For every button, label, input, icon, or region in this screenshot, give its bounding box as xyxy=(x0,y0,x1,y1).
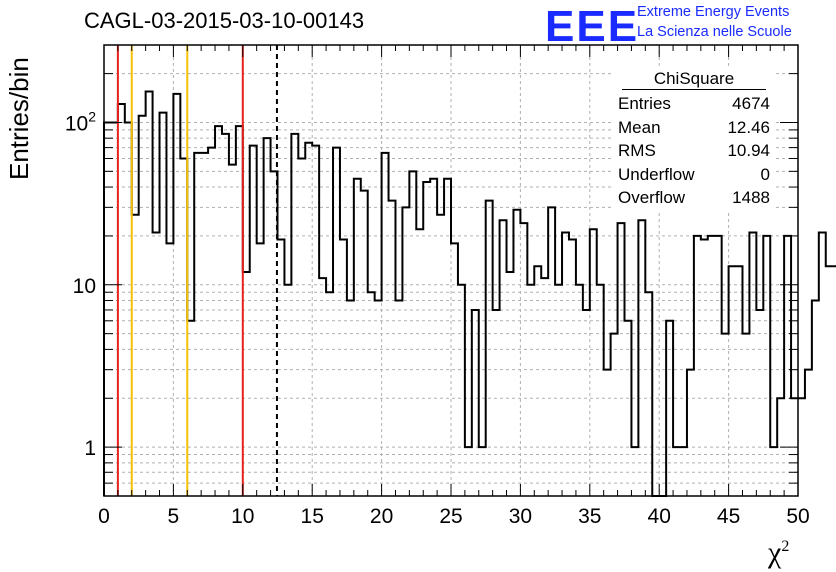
x-tick-label: 5 xyxy=(168,505,180,528)
stats-label: RMS xyxy=(618,141,656,160)
histogram-bars xyxy=(103,90,836,497)
y-axis-label: Entries/bin xyxy=(4,57,34,180)
stats-title: ChiSquare xyxy=(622,68,766,90)
x-tick-label: 25 xyxy=(439,505,462,528)
brand-line-1: Extreme Energy Events xyxy=(637,4,790,20)
eee-logo: EEE xyxy=(545,2,640,51)
stats-row-rms: RMS 10.94 xyxy=(612,139,776,163)
brand-line-2: La Scienza nelle Scuole xyxy=(637,24,792,40)
stats-label: Overflow xyxy=(618,188,686,207)
x-tick-label: 20 xyxy=(370,505,393,528)
stats-row-overflow: Overflow 1488 xyxy=(612,186,776,210)
stats-label: Entries xyxy=(618,94,671,113)
reference-lines xyxy=(116,45,278,496)
stats-box: ChiSquare Entries 4674 Mean 12.46 RMS 10.94… xyxy=(612,68,776,210)
x-tick-label: 10 xyxy=(231,505,254,528)
stats-value: 10.94 xyxy=(727,141,770,160)
axes: 0 5 10 15 20 25 30 35 40 45 50 1 10 102 xyxy=(65,44,810,528)
x-tick-label: 30 xyxy=(509,505,532,528)
stats-value: 12.46 xyxy=(727,117,770,137)
x-axis-label: χ2 xyxy=(768,536,790,569)
chart-title: CAGL-03-2015-03-10-00143 xyxy=(84,8,365,33)
stats-value: 0 xyxy=(760,164,770,184)
stats-row-underflow: Underflow 0 xyxy=(612,163,776,187)
x-tick-label: 35 xyxy=(578,505,601,528)
y-tick-label: 1 xyxy=(84,437,96,460)
stats-row-entries: Entries 4674 xyxy=(612,92,776,116)
x-tick-label: 45 xyxy=(717,505,740,528)
y-tick-label: 102 xyxy=(65,108,96,135)
stats-label: Underflow xyxy=(618,164,695,184)
x-tick-label: 0 xyxy=(98,505,110,528)
stats-value: 1488 xyxy=(732,188,770,207)
stats-label: Mean xyxy=(618,117,661,137)
stats-value: 4674 xyxy=(732,94,770,113)
x-tick-label: 50 xyxy=(786,505,809,528)
histogram-outline xyxy=(103,90,836,497)
x-tick-label: 15 xyxy=(301,505,324,528)
stats-row-mean: Mean 12.46 xyxy=(612,116,776,140)
y-tick-label: 10 xyxy=(73,275,96,298)
x-tick-label: 40 xyxy=(648,505,671,528)
